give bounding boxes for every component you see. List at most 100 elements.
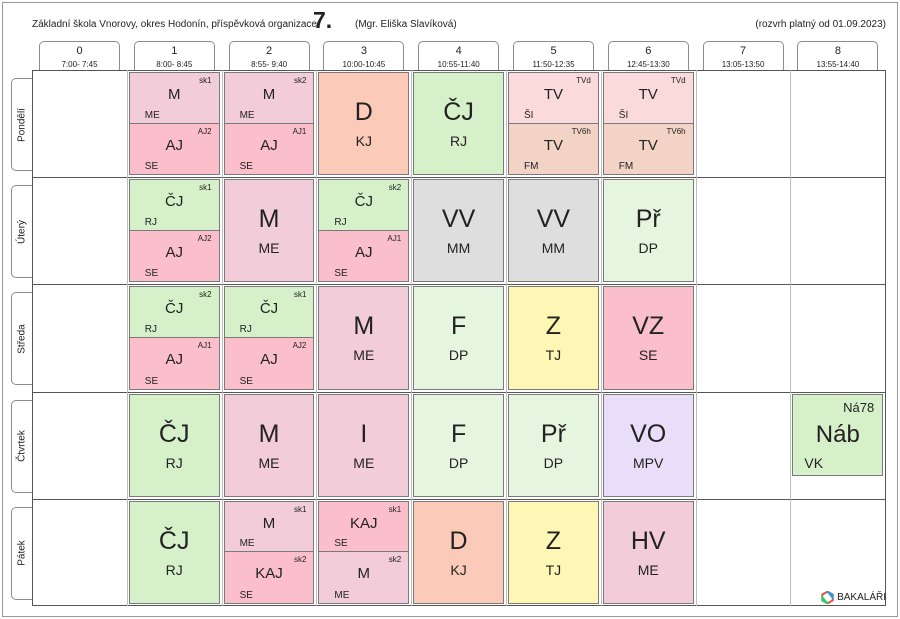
lesson-cell[interactable]: VZ SE bbox=[602, 286, 694, 390]
lesson-half-top[interactable]: TVd TV ŠI bbox=[603, 73, 693, 124]
lesson-teacher: VK bbox=[804, 454, 824, 471]
lesson-subject: I bbox=[360, 419, 368, 448]
lesson-subject: ČJ bbox=[259, 300, 279, 318]
period-number: 7 bbox=[740, 45, 747, 57]
lesson-cell[interactable]: M ME bbox=[223, 393, 315, 497]
lesson-half-top[interactable]: sk1 KAJ SE bbox=[319, 501, 409, 553]
lesson-half-bottom[interactable]: AJ2 AJ SE bbox=[224, 337, 314, 389]
lesson-teacher: KJ bbox=[355, 133, 372, 149]
lesson-cell[interactable]: Z TJ bbox=[508, 500, 599, 604]
lesson-half-top[interactable]: sk1 M ME bbox=[224, 501, 314, 553]
lesson-cell[interactable]: F DP bbox=[413, 286, 504, 390]
lesson-group: TV6h bbox=[666, 126, 686, 136]
lesson-group: sk2 bbox=[293, 76, 307, 85]
lesson-cell[interactable]: I ME bbox=[318, 393, 410, 497]
lesson-teacher: RJ bbox=[165, 454, 183, 471]
lesson-cell[interactable]: ČJ RJ bbox=[128, 500, 220, 604]
lesson-half-bottom[interactable]: TV6h TV FM bbox=[509, 123, 598, 175]
lesson-cell[interactable]: D KJ bbox=[318, 72, 410, 176]
lesson-cell[interactable]: VV MM bbox=[413, 179, 504, 283]
period-header-5: 5 11:50-12:35 bbox=[513, 41, 594, 71]
lesson-cell[interactable]: TVd TV ŠI TV6h TV FM bbox=[508, 72, 599, 176]
lesson-subject: M bbox=[258, 205, 280, 234]
lesson-half-bottom[interactable]: AJ1 AJ SE bbox=[129, 337, 219, 389]
lesson-cell[interactable]: sk1 KAJ SE sk2 M ME bbox=[318, 500, 410, 604]
period-number: 1 bbox=[171, 45, 178, 57]
lesson-group: sk1 bbox=[293, 504, 307, 514]
lesson-cell[interactable]: sk2 M ME AJ1 AJ SE bbox=[223, 72, 315, 176]
period-time: 12:45-13:30 bbox=[626, 60, 670, 69]
valid-from: (rozvrh platný od 01.09.2023) bbox=[755, 19, 886, 30]
lesson-cell[interactable]: sk2 ČJ RJ AJ1 AJ SE bbox=[128, 286, 220, 390]
column-divider bbox=[600, 70, 602, 606]
lesson-cell[interactable]: Z TJ bbox=[508, 286, 599, 390]
lesson-cell[interactable]: ČJ RJ bbox=[413, 72, 504, 176]
lesson-cell[interactable]: D KJ bbox=[413, 500, 504, 604]
lesson-group: sk2 bbox=[388, 555, 402, 565]
period-header-2: 2 8:55- 9:40 bbox=[228, 41, 310, 71]
lesson-teacher: DP bbox=[448, 454, 469, 471]
lesson-cell[interactable]: sk1 ČJ RJ AJ2 AJ SE bbox=[223, 286, 315, 390]
lesson-cell[interactable]: sk1 M ME AJ2 AJ SE bbox=[128, 72, 220, 176]
lesson-cell[interactable]: sk1 ČJ RJ AJ2 AJ SE bbox=[128, 179, 220, 283]
lesson-cell[interactable]: Př DP bbox=[508, 393, 599, 497]
lesson-half-top[interactable]: sk2 ČJ RJ bbox=[129, 287, 219, 338]
lesson-subject: ČJ bbox=[158, 419, 190, 448]
lesson-half-bottom[interactable]: sk2 M ME bbox=[319, 552, 409, 603]
lesson-subject: D bbox=[354, 98, 373, 126]
column-divider bbox=[506, 70, 507, 606]
lesson-teacher: MPV bbox=[633, 454, 664, 471]
lesson-subject: ČJ bbox=[158, 526, 190, 555]
lesson-group: TVd bbox=[670, 76, 686, 85]
lesson-teacher: ME bbox=[144, 109, 160, 121]
lesson-cell[interactable]: ČJ RJ bbox=[128, 393, 220, 497]
lesson-cell[interactable]: Ná78 Náb VK bbox=[792, 393, 884, 476]
lesson-teacher: SE bbox=[144, 375, 159, 387]
lesson-cell[interactable]: TVd TV ŠI TV6h TV FM bbox=[602, 72, 694, 176]
lesson-cell[interactable]: VV MM bbox=[508, 179, 599, 283]
lesson-half-top[interactable]: sk1 M ME bbox=[129, 73, 219, 124]
lesson-teacher: ŠI bbox=[524, 109, 534, 121]
bakalari-logo-icon bbox=[821, 591, 834, 604]
lesson-cell[interactable]: F DP bbox=[413, 393, 504, 497]
lesson-teacher: DP bbox=[543, 454, 564, 471]
lesson-cell[interactable]: Př DP bbox=[602, 179, 694, 283]
lesson-cell[interactable]: M ME bbox=[223, 179, 315, 283]
period-time: 7:00- 7:45 bbox=[61, 60, 98, 69]
lesson-cell[interactable]: sk2 ČJ RJ AJ1 AJ SE bbox=[318, 179, 410, 283]
day-label-3: Čtvrtek bbox=[11, 399, 32, 493]
lesson-half-top[interactable]: sk2 M ME bbox=[224, 73, 314, 124]
lesson-group: sk2 bbox=[388, 183, 402, 193]
lesson-subject: VZ bbox=[632, 312, 665, 341]
lesson-half-top[interactable]: sk1 ČJ RJ bbox=[224, 287, 314, 338]
lesson-teacher: SE bbox=[239, 161, 253, 173]
lesson-subject: AJ bbox=[355, 243, 373, 261]
period-number: 4 bbox=[455, 45, 462, 57]
period-header-6: 6 12:45-13:30 bbox=[607, 41, 689, 71]
lesson-cell[interactable]: sk1 M ME sk2 KAJ SE bbox=[223, 500, 315, 604]
lesson-group: sk1 bbox=[388, 504, 402, 514]
lesson-half-bottom[interactable]: AJ1 AJ SE bbox=[224, 123, 314, 175]
lesson-half-bottom[interactable]: AJ2 AJ SE bbox=[129, 230, 219, 282]
lesson-group: TV6h bbox=[571, 126, 591, 136]
lesson-teacher: MM bbox=[446, 240, 471, 257]
lesson-cell[interactable]: M ME bbox=[318, 286, 410, 390]
lesson-half-top[interactable]: sk2 ČJ RJ bbox=[319, 180, 409, 231]
lesson-cell[interactable]: HV ME bbox=[602, 500, 694, 604]
lesson-half-bottom[interactable]: AJ2 AJ SE bbox=[129, 123, 219, 175]
lesson-cell[interactable]: VO MPV bbox=[602, 393, 694, 497]
lesson-subject: M bbox=[167, 86, 181, 103]
lesson-teacher: ME bbox=[637, 561, 659, 578]
period-number: 3 bbox=[360, 45, 367, 57]
lesson-half-bottom[interactable]: TV6h TV FM bbox=[603, 123, 693, 175]
lesson-subject: M bbox=[262, 514, 276, 532]
lesson-teacher: DP bbox=[448, 347, 469, 364]
lesson-half-top[interactable]: sk1 ČJ RJ bbox=[129, 180, 219, 231]
day-name: Pondělí bbox=[16, 107, 28, 142]
lesson-half-top[interactable]: TVd TV ŠI bbox=[509, 73, 598, 124]
period-number: 6 bbox=[645, 45, 652, 57]
lesson-half-bottom[interactable]: sk2 KAJ SE bbox=[224, 552, 314, 603]
lesson-half-bottom[interactable]: AJ1 AJ SE bbox=[319, 230, 409, 282]
lesson-teacher: RJ bbox=[144, 323, 158, 335]
